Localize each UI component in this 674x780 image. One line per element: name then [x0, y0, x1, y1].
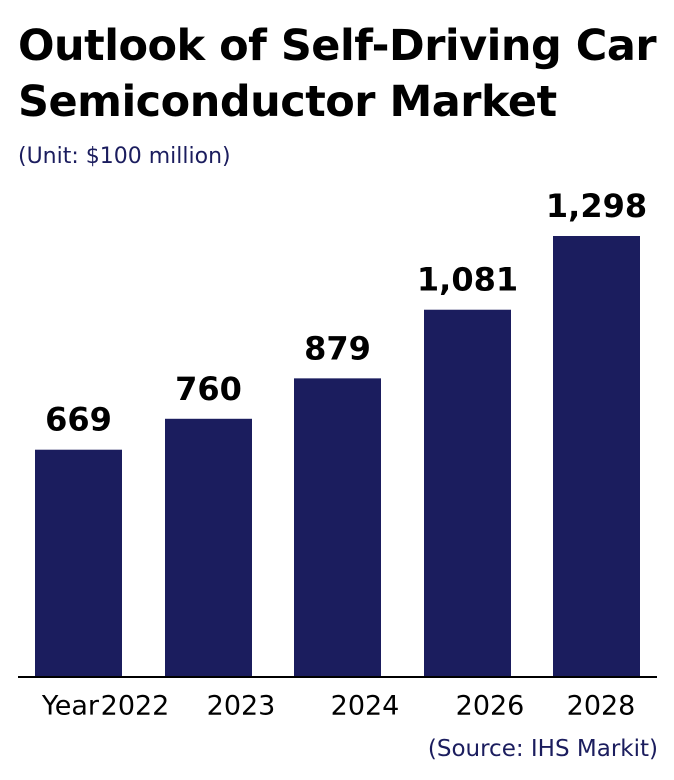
bar	[294, 378, 381, 677]
value-label: 760	[175, 370, 242, 408]
value-label: 1,081	[417, 261, 518, 299]
source-note: (Source: IHS Markit)	[427, 736, 658, 762]
chart-subtitle: (Unit: $100 million)	[18, 144, 231, 169]
bar	[35, 449, 122, 677]
x-tick-label: 2024	[331, 691, 400, 722]
bar	[553, 236, 640, 677]
value-label: 1,298	[546, 187, 647, 225]
value-label: 669	[45, 401, 112, 439]
x-tick-label: 2023	[207, 691, 276, 722]
value-label: 879	[304, 329, 371, 367]
x-axis-label: Year	[41, 691, 100, 722]
bar	[424, 309, 511, 677]
x-tick-label: 2022	[101, 691, 170, 722]
x-tick-label: 2026	[456, 691, 525, 722]
chart-title: Outlook of Self-Driving Car Semiconducto…	[18, 21, 657, 127]
bar	[165, 418, 252, 677]
x-tick-label: 2028	[567, 691, 636, 722]
